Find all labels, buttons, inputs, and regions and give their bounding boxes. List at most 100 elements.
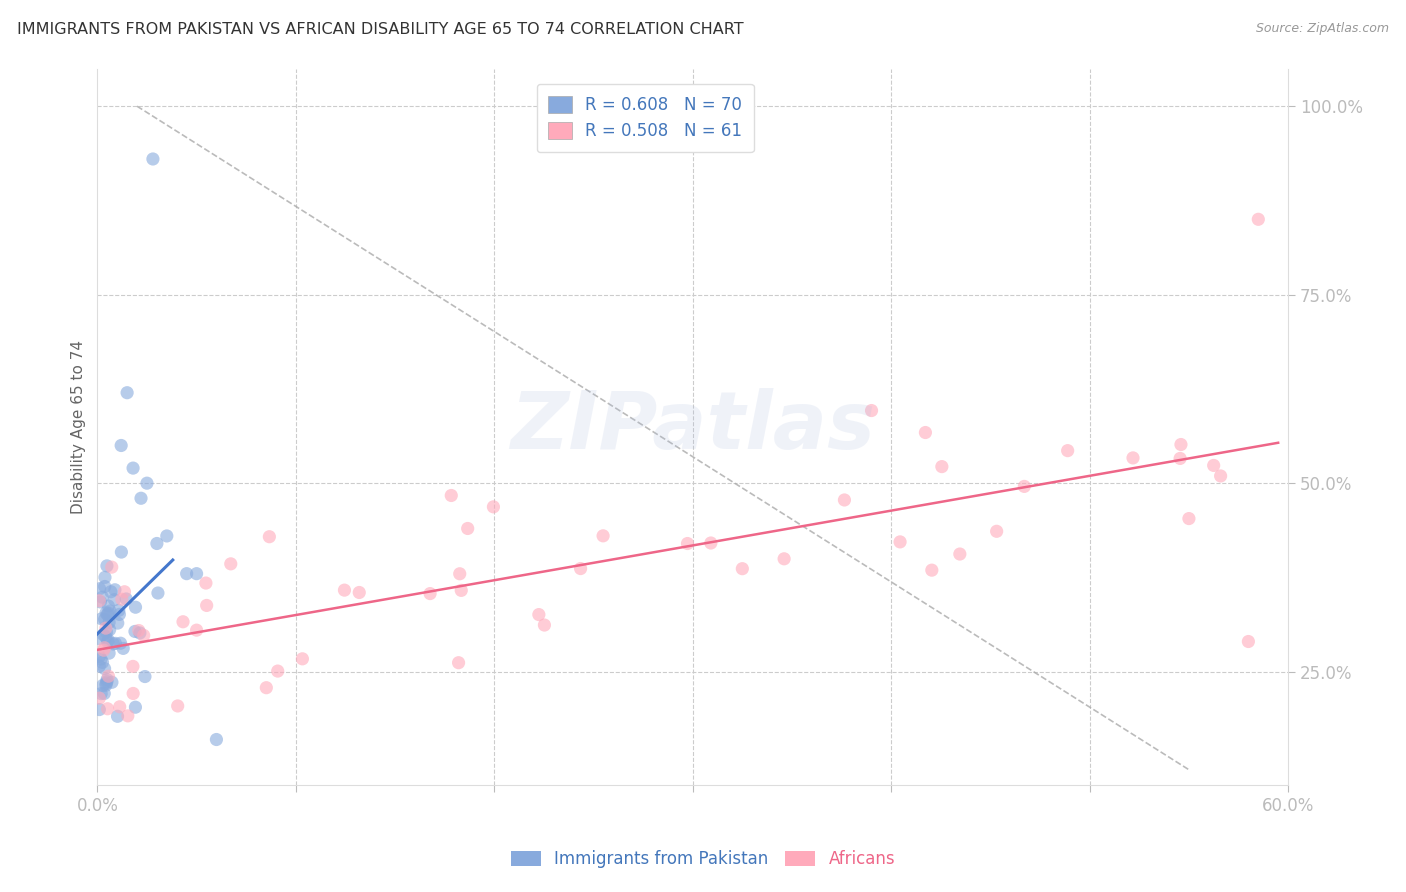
Point [104, 636, 127, 650]
Point [110, 545, 132, 559]
Point [134, 669, 156, 683]
Point [949, 547, 972, 561]
Point [700, 536, 723, 550]
Point [1247, 212, 1270, 227]
Point [527, 607, 550, 622]
Point [97, 599, 120, 613]
Point [889, 534, 911, 549]
Point [107, 709, 129, 723]
Point [132, 628, 155, 642]
Point [94, 570, 117, 584]
Point [89, 691, 111, 706]
Point [1056, 443, 1078, 458]
Point [124, 600, 146, 615]
Point [254, 681, 277, 695]
Point [96, 673, 118, 687]
Point [1168, 451, 1191, 466]
Point [110, 438, 132, 452]
Point [176, 566, 198, 581]
Point [219, 557, 242, 571]
Point [89, 659, 111, 673]
Point [457, 521, 479, 535]
Point [104, 582, 127, 597]
Point [110, 636, 132, 650]
Point [186, 623, 208, 637]
Point [914, 425, 936, 440]
Point [931, 459, 953, 474]
Point [89, 632, 111, 646]
Point [90, 652, 112, 666]
Point [1170, 437, 1192, 451]
Point [89, 582, 111, 596]
Point [450, 583, 472, 598]
Point [115, 385, 138, 400]
Point [146, 536, 169, 550]
Text: Source: ZipAtlas.com: Source: ZipAtlas.com [1256, 22, 1389, 36]
Point [96, 558, 118, 573]
Point [834, 493, 856, 508]
Point [96, 676, 118, 690]
Text: ZIPatlas: ZIPatlas [510, 388, 875, 466]
Point [166, 698, 188, 713]
Point [93, 640, 115, 655]
Point [349, 585, 371, 599]
Point [1122, 450, 1144, 465]
Point [91, 656, 114, 670]
Point [569, 561, 592, 575]
Point [267, 664, 290, 678]
Point [447, 656, 470, 670]
Point [89, 593, 111, 607]
Point [96, 674, 118, 689]
Point [108, 607, 131, 622]
Legend: Immigrants from Pakistan, Africans: Immigrants from Pakistan, Africans [505, 844, 901, 875]
Point [592, 529, 614, 543]
Point [100, 584, 122, 599]
Point [731, 562, 754, 576]
Point [146, 586, 169, 600]
Point [440, 488, 463, 502]
Point [91, 678, 114, 692]
Point [89, 702, 111, 716]
Point [117, 709, 139, 723]
Point [921, 563, 943, 577]
Point [129, 491, 152, 506]
Point [986, 524, 1008, 539]
Point [101, 675, 124, 690]
Point [676, 536, 699, 550]
Point [142, 152, 165, 166]
Point [107, 616, 129, 631]
Text: IMMIGRANTS FROM PAKISTAN VS AFRICAN DISABILITY AGE 65 TO 74 CORRELATION CHART: IMMIGRANTS FROM PAKISTAN VS AFRICAN DISA… [17, 22, 744, 37]
Point [194, 576, 217, 591]
Point [115, 592, 138, 607]
Point [94, 630, 117, 644]
Point [94, 606, 117, 620]
Point [122, 686, 145, 700]
Point [1014, 479, 1036, 493]
Point [89, 649, 111, 664]
Point [773, 551, 796, 566]
Point [291, 652, 314, 666]
Point [93, 580, 115, 594]
Point [259, 530, 281, 544]
Point [97, 669, 120, 683]
Point [122, 659, 145, 673]
Point [533, 618, 555, 632]
Point [97, 634, 120, 648]
Point [128, 624, 150, 638]
Point [419, 586, 441, 600]
Point [128, 626, 150, 640]
Point [482, 500, 505, 514]
Point [91, 627, 114, 641]
Point [93, 686, 115, 700]
Point [98, 623, 121, 637]
Point [172, 615, 194, 629]
Point [98, 646, 121, 660]
Point [90, 687, 112, 701]
Point [114, 584, 136, 599]
Point [205, 732, 228, 747]
Point [111, 592, 134, 607]
Point [136, 476, 159, 491]
Point [107, 603, 129, 617]
Point [124, 624, 146, 639]
Point [96, 702, 118, 716]
